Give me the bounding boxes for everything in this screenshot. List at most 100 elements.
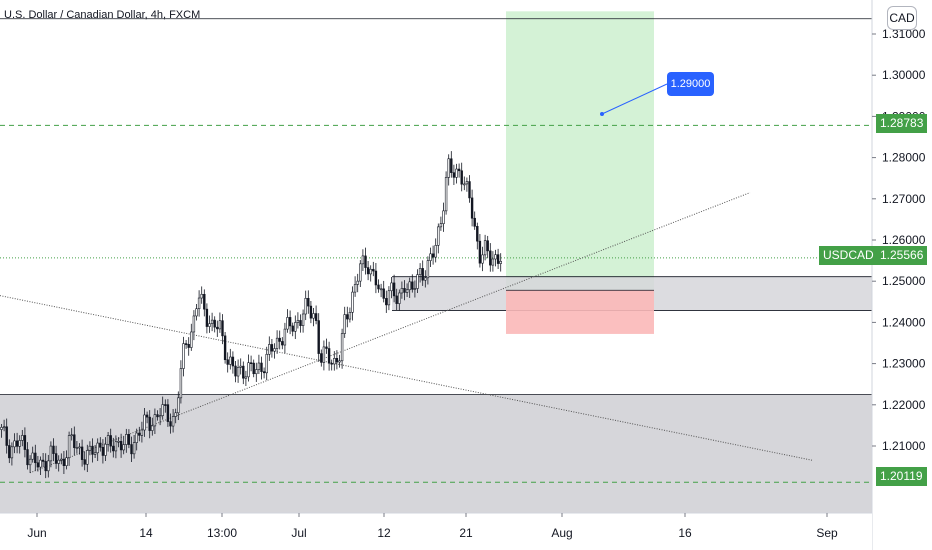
candle-body [106, 435, 110, 445]
candle-body [18, 440, 21, 447]
candle-body [390, 282, 393, 292]
candle-body [239, 365, 242, 368]
candle-body [372, 268, 375, 272]
candle-body [361, 255, 365, 265]
candle-body [426, 260, 430, 279]
candle-body [21, 435, 24, 441]
candle-body [275, 337, 279, 349]
candle-body [411, 281, 414, 290]
candle-body [481, 254, 484, 264]
candle-body [447, 158, 450, 178]
candle-body [47, 460, 50, 472]
candle-body [223, 335, 227, 361]
candle-body [483, 240, 487, 256]
profit-zone [506, 11, 654, 291]
target-price-tag: 1.28783 [876, 114, 928, 133]
callout-anchor [600, 112, 604, 116]
candle-body [166, 404, 170, 422]
candle-body [262, 371, 266, 374]
candle-body [182, 343, 185, 369]
candle-body [356, 280, 359, 285]
candle-body [122, 444, 125, 451]
x-tick-label: 14 [139, 526, 153, 540]
candle-body [366, 267, 370, 275]
candle-body [476, 226, 479, 242]
candle-body [335, 358, 339, 363]
candle-body [457, 168, 461, 172]
candle-body [132, 442, 136, 455]
candle-body [260, 362, 263, 372]
candle-body [213, 319, 216, 328]
candles-layer [0, 151, 502, 479]
candle-body [418, 268, 422, 275]
candle-body [450, 158, 453, 173]
time-axis [0, 513, 872, 550]
candle-body [93, 452, 97, 455]
candle-body [325, 346, 328, 349]
candle-body [452, 172, 456, 178]
candle-body [140, 429, 144, 436]
candle-body [187, 344, 190, 348]
candle-body [330, 362, 333, 365]
candle-body [351, 291, 354, 313]
candle-body [60, 458, 63, 461]
x-tick-label: Jul [291, 526, 306, 540]
x-tick-label: 21 [459, 526, 473, 540]
candle-body [174, 412, 177, 417]
y-tick-label: 1.25000 [882, 274, 926, 288]
candle-body [317, 320, 320, 354]
support-zone [0, 394, 872, 513]
target-callout[interactable]: 1.29000 [667, 72, 714, 96]
candle-body [208, 323, 211, 327]
candle-body [268, 344, 271, 355]
candle-body [13, 440, 16, 448]
candle-body [405, 289, 409, 293]
candle-body [229, 356, 232, 365]
candle-body [54, 453, 58, 464]
candle-body [408, 281, 411, 291]
candle-body [465, 181, 469, 185]
candle-body [340, 333, 344, 362]
candle-body [39, 459, 42, 468]
candle-body [439, 223, 443, 228]
candle-body [320, 353, 323, 363]
candle-body [221, 320, 224, 337]
candle-body [197, 297, 201, 310]
candle-body [234, 365, 237, 377]
candle-body [398, 292, 401, 304]
candle-body [156, 414, 159, 418]
candle-body [294, 322, 297, 332]
candle-body [138, 432, 141, 436]
candle-body [437, 226, 440, 246]
candle-body [99, 442, 102, 448]
candle-body [148, 416, 151, 431]
candle-body [218, 320, 222, 330]
candle-body [23, 435, 27, 450]
x-tick-label: Sep [816, 526, 838, 540]
candle-body [101, 446, 105, 456]
candle-body [455, 168, 458, 178]
levels-layer [0, 18, 872, 483]
candle-body [270, 344, 274, 352]
candle-body [333, 358, 336, 365]
candle-body [195, 308, 198, 317]
y-tick-label: 1.24000 [882, 315, 926, 329]
price-scale [872, 0, 932, 550]
candle-body [52, 445, 55, 454]
candle-body [117, 440, 120, 443]
candle-body [86, 450, 89, 465]
candle-body [41, 459, 45, 462]
candle-body [473, 217, 476, 227]
candle-body [161, 404, 164, 416]
candle-body [364, 255, 367, 268]
candle-body [421, 268, 424, 281]
candle-body [291, 325, 294, 332]
candle-body [283, 328, 287, 346]
candle-body [73, 434, 76, 448]
candle-body [444, 177, 448, 212]
candle-body [151, 425, 154, 431]
currency-button[interactable]: CAD [887, 6, 917, 30]
symbol-price-tag: USDCAD [819, 246, 878, 265]
